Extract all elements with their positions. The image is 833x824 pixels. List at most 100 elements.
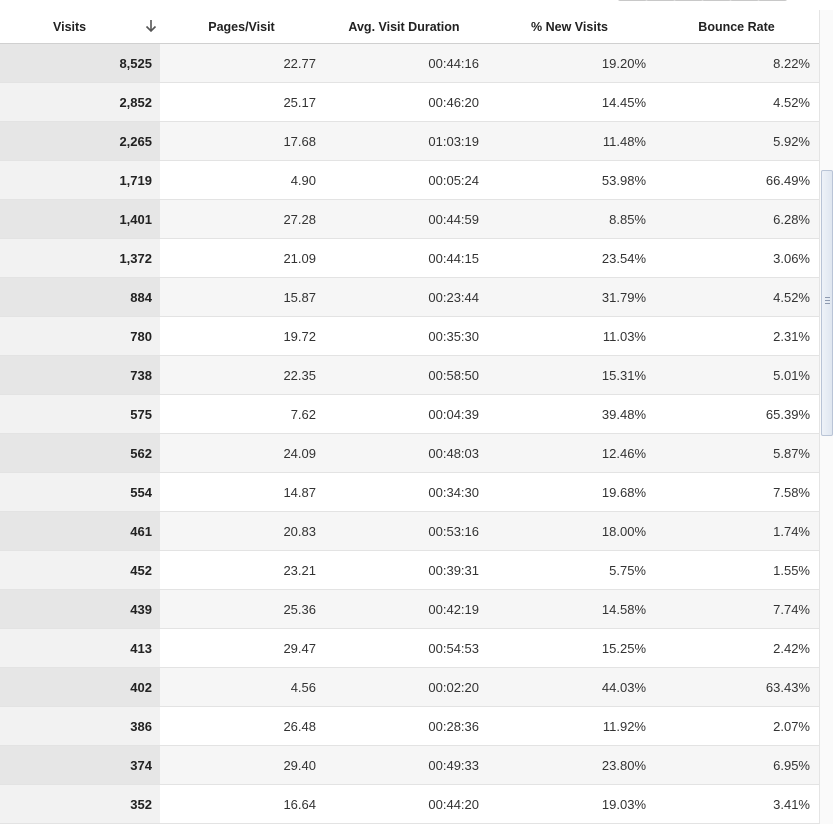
bounce-rate-cell: 66.49% — [654, 160, 819, 200]
avg-visit-duration-cell: 00:54:53 — [323, 628, 485, 668]
page-button[interactable] — [730, 0, 759, 1]
visits-cell: 386 — [0, 706, 160, 746]
visits-cell: 352 — [0, 784, 160, 824]
table-row[interactable]: 575 7.62 00:04:39 39.48% 65.39% — [0, 394, 819, 434]
table-row[interactable]: 2,852 25.17 00:46:20 14.45% 4.52% — [0, 82, 819, 122]
new-visits-cell: 53.98% — [485, 160, 654, 200]
bounce-rate-cell: 4.52% — [654, 82, 819, 122]
table-row[interactable]: 1,719 4.90 00:05:24 53.98% 66.49% — [0, 160, 819, 200]
visits-cell: 780 — [0, 316, 160, 356]
new-visits-cell: 23.80% — [485, 745, 654, 785]
table-row[interactable]: 8,525 22.77 00:44:16 19.20% 8.22% — [0, 43, 819, 83]
column-header-avg-visit-duration[interactable]: Avg. Visit Duration — [323, 10, 485, 44]
page-button[interactable] — [702, 0, 731, 1]
vertical-scrollbar[interactable] — [819, 10, 833, 824]
new-visits-cell: 23.54% — [485, 238, 654, 278]
new-visits-cell: 44.03% — [485, 667, 654, 707]
page-button[interactable] — [646, 0, 675, 1]
new-visits-cell: 19.68% — [485, 472, 654, 512]
pages-visit-cell: 4.56 — [160, 667, 323, 707]
table-body: 8,525 22.77 00:44:16 19.20% 8.22% 2,852 25.17 0… — [0, 43, 819, 824]
avg-visit-duration-cell: 00:02:20 — [323, 667, 485, 707]
new-visits-cell: 19.03% — [485, 784, 654, 824]
pages-visit-cell: 22.77 — [160, 43, 323, 83]
avg-visit-duration-cell: 00:44:59 — [323, 199, 485, 239]
column-header-label: Bounce Rate — [698, 19, 775, 34]
new-visits-cell: 8.85% — [485, 199, 654, 239]
visits-cell: 562 — [0, 433, 160, 473]
new-visits-cell: 11.92% — [485, 706, 654, 746]
table-row[interactable]: 374 29.40 00:49:33 23.80% 6.95% — [0, 745, 819, 785]
bounce-rate-cell: 3.41% — [654, 784, 819, 824]
pages-visit-cell: 25.17 — [160, 82, 323, 122]
visits-cell: 575 — [0, 394, 160, 434]
avg-visit-duration-cell: 00:23:44 — [323, 277, 485, 317]
visits-cell: 2,265 — [0, 121, 160, 161]
bounce-rate-cell: 5.92% — [654, 121, 819, 161]
table-row[interactable]: 1,372 21.09 00:44:15 23.54% 3.06% — [0, 238, 819, 278]
pages-visit-cell: 29.40 — [160, 745, 323, 785]
table-row[interactable]: 884 15.87 00:23:44 31.79% 4.52% — [0, 277, 819, 317]
column-header-pages-visit[interactable]: Pages/Visit — [160, 10, 323, 44]
page-button[interactable] — [618, 0, 647, 1]
pages-visit-cell: 7.62 — [160, 394, 323, 434]
new-visits-cell: 15.25% — [485, 628, 654, 668]
table-row[interactable]: 562 24.09 00:48:03 12.46% 5.87% — [0, 433, 819, 473]
avg-visit-duration-cell: 00:35:30 — [323, 316, 485, 356]
avg-visit-duration-cell: 00:58:50 — [323, 355, 485, 395]
pages-visit-cell: 15.87 — [160, 277, 323, 317]
bounce-rate-cell: 1.55% — [654, 550, 819, 590]
bounce-rate-cell: 4.52% — [654, 277, 819, 317]
pages-visit-cell: 14.87 — [160, 472, 323, 512]
page-button[interactable] — [758, 0, 787, 1]
table-row[interactable]: 352 16.64 00:44:20 19.03% 3.41% — [0, 784, 819, 824]
avg-visit-duration-cell: 00:44:20 — [323, 784, 485, 824]
table-row[interactable]: 402 4.56 00:02:20 44.03% 63.43% — [0, 667, 819, 707]
page-button[interactable] — [674, 0, 703, 1]
pages-visit-cell: 16.64 — [160, 784, 323, 824]
column-header-label: Pages/Visit — [208, 19, 275, 34]
visits-cell: 439 — [0, 589, 160, 629]
new-visits-cell: 14.45% — [485, 82, 654, 122]
avg-visit-duration-cell: 00:05:24 — [323, 160, 485, 200]
new-visits-cell: 12.46% — [485, 433, 654, 473]
pages-visit-cell: 19.72 — [160, 316, 323, 356]
table-row[interactable]: 439 25.36 00:42:19 14.58% 7.74% — [0, 589, 819, 629]
avg-visit-duration-cell: 00:53:16 — [323, 511, 485, 551]
column-header-label: Avg. Visit Duration — [348, 19, 460, 34]
avg-visit-duration-cell: 00:44:16 — [323, 43, 485, 83]
visits-cell: 8,525 — [0, 43, 160, 83]
avg-visit-duration-cell: 00:42:19 — [323, 589, 485, 629]
table-row[interactable]: 554 14.87 00:34:30 19.68% 7.58% — [0, 472, 819, 512]
table-row[interactable]: 2,265 17.68 01:03:19 11.48% 5.92% — [0, 121, 819, 161]
visits-cell: 884 — [0, 277, 160, 317]
column-header-bounce-rate[interactable]: Bounce Rate — [654, 10, 819, 44]
table-row[interactable]: 413 29.47 00:54:53 15.25% 2.42% — [0, 628, 819, 668]
visits-cell: 1,401 — [0, 199, 160, 239]
bounce-rate-cell: 7.58% — [654, 472, 819, 512]
table-row[interactable]: 780 19.72 00:35:30 11.03% 2.31% — [0, 316, 819, 356]
bounce-rate-cell: 5.01% — [654, 355, 819, 395]
visits-cell: 452 — [0, 550, 160, 590]
table-row[interactable]: 738 22.35 00:58:50 15.31% 5.01% — [0, 355, 819, 395]
visits-cell: 554 — [0, 472, 160, 512]
table-row[interactable]: 386 26.48 00:28:36 11.92% 2.07% — [0, 706, 819, 746]
visits-cell: 374 — [0, 745, 160, 785]
bounce-rate-cell: 5.87% — [654, 433, 819, 473]
visits-cell: 1,719 — [0, 160, 160, 200]
new-visits-cell: 5.75% — [485, 550, 654, 590]
avg-visit-duration-cell: 00:46:20 — [323, 82, 485, 122]
pages-visit-cell: 29.47 — [160, 628, 323, 668]
avg-visit-duration-cell: 00:48:03 — [323, 433, 485, 473]
column-header-visits[interactable]: Visits — [0, 10, 160, 44]
avg-visit-duration-cell: 00:04:39 — [323, 394, 485, 434]
table-row[interactable]: 1,401 27.28 00:44:59 8.85% 6.28% — [0, 199, 819, 239]
pages-visit-cell: 21.09 — [160, 238, 323, 278]
column-header-new-visits[interactable]: % New Visits — [485, 10, 654, 44]
visits-cell: 402 — [0, 667, 160, 707]
arrow-down-icon[interactable] — [144, 19, 158, 33]
table-row[interactable]: 452 23.21 00:39:31 5.75% 1.55% — [0, 550, 819, 590]
new-visits-cell: 19.20% — [485, 43, 654, 83]
scrollbar-thumb[interactable] — [821, 170, 833, 436]
table-row[interactable]: 461 20.83 00:53:16 18.00% 1.74% — [0, 511, 819, 551]
